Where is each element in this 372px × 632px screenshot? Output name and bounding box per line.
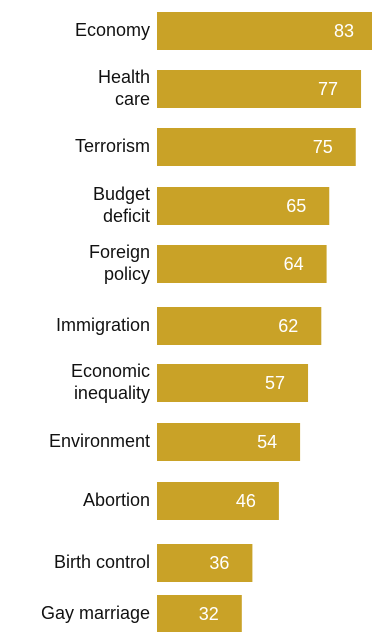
value-label: 57	[265, 373, 285, 393]
value-label: 83	[334, 21, 354, 41]
value-label: 32	[199, 604, 219, 624]
value-label: 77	[318, 79, 338, 99]
value-label: 75	[313, 137, 333, 157]
bar	[157, 128, 356, 166]
bar	[157, 12, 372, 50]
category-label-line: inequality	[74, 383, 150, 403]
bar	[157, 70, 362, 108]
category-label-line: Health	[98, 67, 150, 87]
category-labels: Economy Health care Terrorism Budget deficit F…	[41, 20, 150, 623]
category-label-line: Economic	[71, 361, 150, 381]
category-label-line: Environment	[49, 431, 150, 451]
value-label: 65	[286, 196, 306, 216]
category-label: Abortion	[83, 490, 150, 510]
bar	[157, 307, 322, 345]
category-label: Gay marriage	[41, 603, 150, 623]
category-label: Immigration	[56, 315, 150, 335]
bars-group	[157, 12, 372, 632]
category-label-line: Economy	[75, 20, 150, 40]
value-label: 64	[284, 254, 304, 274]
bar	[157, 544, 253, 582]
category-label: Budget deficit	[93, 184, 150, 226]
value-label: 62	[278, 316, 298, 336]
category-label: Economy	[75, 20, 150, 40]
category-label: Economic inequality	[71, 361, 150, 403]
value-label: 46	[236, 491, 256, 511]
category-label: Birth control	[54, 552, 150, 572]
value-label: 54	[257, 432, 277, 452]
category-label-line: Immigration	[56, 315, 150, 335]
bar	[157, 595, 242, 632]
category-label-line: Gay marriage	[41, 603, 150, 623]
value-label: 36	[209, 553, 229, 573]
category-label-line: Birth control	[54, 552, 150, 572]
category-label: Environment	[49, 431, 150, 451]
category-label-line: policy	[104, 264, 150, 284]
bar	[157, 187, 330, 225]
category-label-line: Abortion	[83, 490, 150, 510]
category-label: Foreign policy	[89, 242, 150, 284]
category-label-line: Terrorism	[75, 136, 150, 156]
category-label: Health care	[98, 67, 150, 109]
category-label-line: deficit	[103, 206, 150, 226]
category-label-line: Foreign	[89, 242, 150, 262]
bar	[157, 245, 327, 283]
category-label-line: care	[115, 89, 150, 109]
bar	[157, 364, 309, 402]
bar	[157, 482, 279, 520]
category-label-line: Budget	[93, 184, 150, 204]
category-label: Terrorism	[75, 136, 150, 156]
value-labels: 83 77 75 65 64 62 57 54 46 36 32	[199, 21, 354, 624]
bar	[157, 423, 301, 461]
